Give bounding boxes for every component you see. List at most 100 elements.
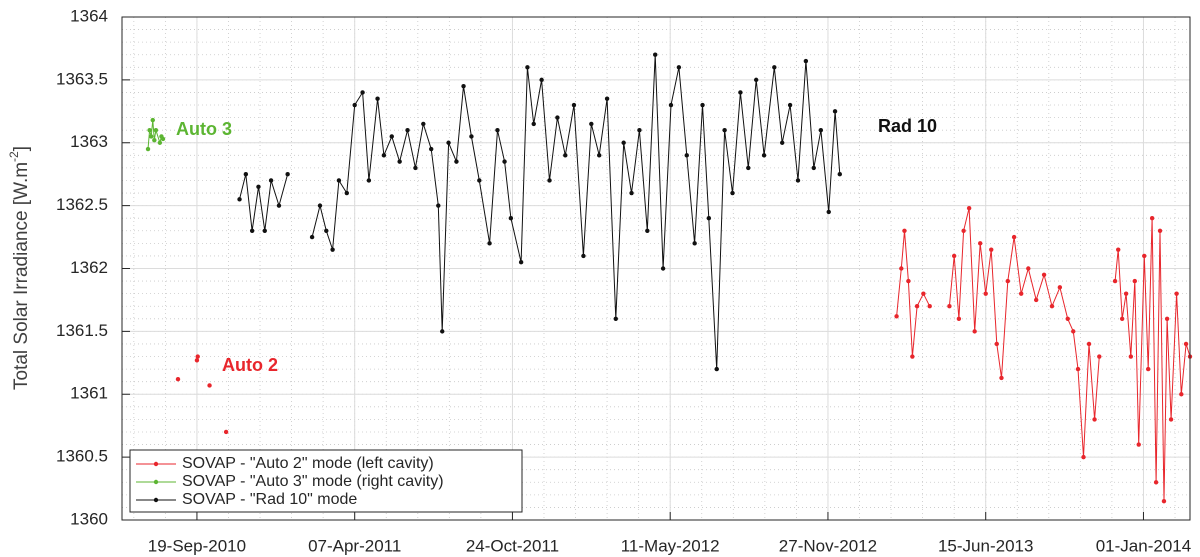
data-point bbox=[389, 134, 394, 139]
data-point bbox=[249, 228, 255, 233]
series-line bbox=[1114, 218, 1191, 502]
data-point bbox=[1128, 354, 1134, 359]
data-point bbox=[983, 291, 988, 296]
data-point bbox=[1026, 266, 1031, 271]
data-point bbox=[1168, 417, 1174, 422]
data-point bbox=[1142, 253, 1147, 259]
data-point bbox=[317, 203, 323, 208]
y-tick-label: 1360 bbox=[70, 509, 108, 528]
data-point bbox=[262, 228, 267, 233]
data-point bbox=[344, 190, 350, 196]
data-point bbox=[753, 77, 759, 83]
data-point bbox=[803, 58, 809, 64]
data-point bbox=[175, 376, 181, 382]
legend-label: SOVAP - "Auto 2" mode (left cavity) bbox=[182, 455, 434, 472]
annotation: Rad 10 bbox=[878, 116, 937, 136]
data-point bbox=[330, 247, 335, 252]
y-tick-label: 1364 bbox=[70, 6, 108, 25]
series-line bbox=[896, 230, 931, 357]
y-label-sup: -2 bbox=[7, 151, 21, 162]
data-point bbox=[927, 304, 932, 309]
data-point bbox=[977, 241, 983, 246]
data-point bbox=[563, 153, 568, 158]
data-point bbox=[1005, 278, 1010, 284]
data-point bbox=[1149, 216, 1155, 221]
x-tick-label: 01-Jan-2014 bbox=[1096, 536, 1191, 555]
data-point bbox=[714, 366, 719, 372]
data-point bbox=[525, 65, 530, 70]
y-tick-label: 1362.5 bbox=[56, 195, 108, 214]
y-tick-label: 1361 bbox=[70, 384, 108, 403]
data-point bbox=[989, 247, 994, 252]
data-point bbox=[309, 234, 315, 240]
data-point bbox=[1112, 278, 1118, 284]
data-point bbox=[469, 134, 474, 139]
data-point bbox=[910, 354, 915, 359]
data-point bbox=[780, 140, 785, 145]
data-point bbox=[668, 102, 674, 108]
data-point bbox=[1183, 341, 1189, 347]
data-point bbox=[153, 127, 159, 133]
data-point bbox=[256, 184, 261, 189]
data-point bbox=[1174, 291, 1179, 296]
data-point bbox=[157, 140, 163, 145]
data-point bbox=[1157, 228, 1163, 233]
data-point bbox=[761, 153, 767, 158]
x-tick-label: 19-Sep-2010 bbox=[148, 536, 246, 555]
data-point bbox=[811, 165, 816, 171]
data-point bbox=[795, 178, 801, 183]
data-point bbox=[818, 127, 824, 133]
data-point bbox=[1097, 354, 1102, 359]
data-point bbox=[999, 375, 1004, 381]
data-point bbox=[285, 171, 290, 177]
data-point bbox=[1164, 316, 1170, 321]
y-label-text: Total Solar Irradiance [W.m bbox=[11, 162, 32, 390]
x-tick-label: 15-Jun-2013 bbox=[938, 536, 1033, 555]
data-point bbox=[150, 117, 155, 123]
data-point bbox=[902, 228, 907, 233]
data-point bbox=[366, 178, 372, 183]
legend-marker bbox=[153, 497, 159, 503]
data-point bbox=[461, 83, 466, 89]
data-point bbox=[1033, 297, 1039, 303]
data-point bbox=[613, 316, 618, 321]
legend-label: SOVAP - "Auto 3" mode (right cavity) bbox=[182, 473, 444, 490]
legend-label: SOVAP - "Rad 10" mode bbox=[182, 491, 357, 508]
data-point bbox=[692, 241, 697, 246]
x-tick-label: 27-Nov-2012 bbox=[779, 536, 877, 555]
data-point bbox=[160, 136, 166, 142]
data-point bbox=[972, 329, 977, 334]
data-point bbox=[152, 138, 157, 143]
data-point bbox=[994, 341, 999, 347]
data-point bbox=[539, 77, 544, 83]
data-point bbox=[684, 153, 689, 158]
data-point bbox=[604, 96, 610, 101]
data-point bbox=[440, 329, 445, 334]
data-point bbox=[826, 209, 831, 215]
data-point bbox=[1119, 316, 1125, 321]
data-point bbox=[421, 121, 426, 127]
series-line bbox=[239, 174, 289, 231]
data-point bbox=[738, 90, 743, 95]
data-point bbox=[508, 216, 514, 221]
data-point bbox=[914, 304, 920, 309]
data-point bbox=[597, 153, 602, 158]
y-axis-label: Total Solar Irradiance [W.m-2] bbox=[7, 146, 32, 390]
legend-marker bbox=[153, 479, 159, 485]
plot-area bbox=[145, 52, 1193, 504]
y-tick-label: 1363 bbox=[70, 132, 108, 151]
data-point bbox=[268, 178, 274, 183]
data-point bbox=[894, 314, 899, 319]
data-point bbox=[951, 253, 957, 259]
data-point bbox=[1136, 442, 1141, 447]
data-point bbox=[195, 354, 200, 359]
data-point bbox=[706, 216, 712, 221]
data-point bbox=[832, 109, 838, 114]
data-point bbox=[336, 178, 342, 183]
data-point bbox=[502, 159, 507, 164]
data-point bbox=[1049, 304, 1055, 309]
y-tick-label: 1363.5 bbox=[56, 69, 108, 88]
series-line bbox=[311, 54, 841, 370]
data-point bbox=[899, 266, 904, 271]
